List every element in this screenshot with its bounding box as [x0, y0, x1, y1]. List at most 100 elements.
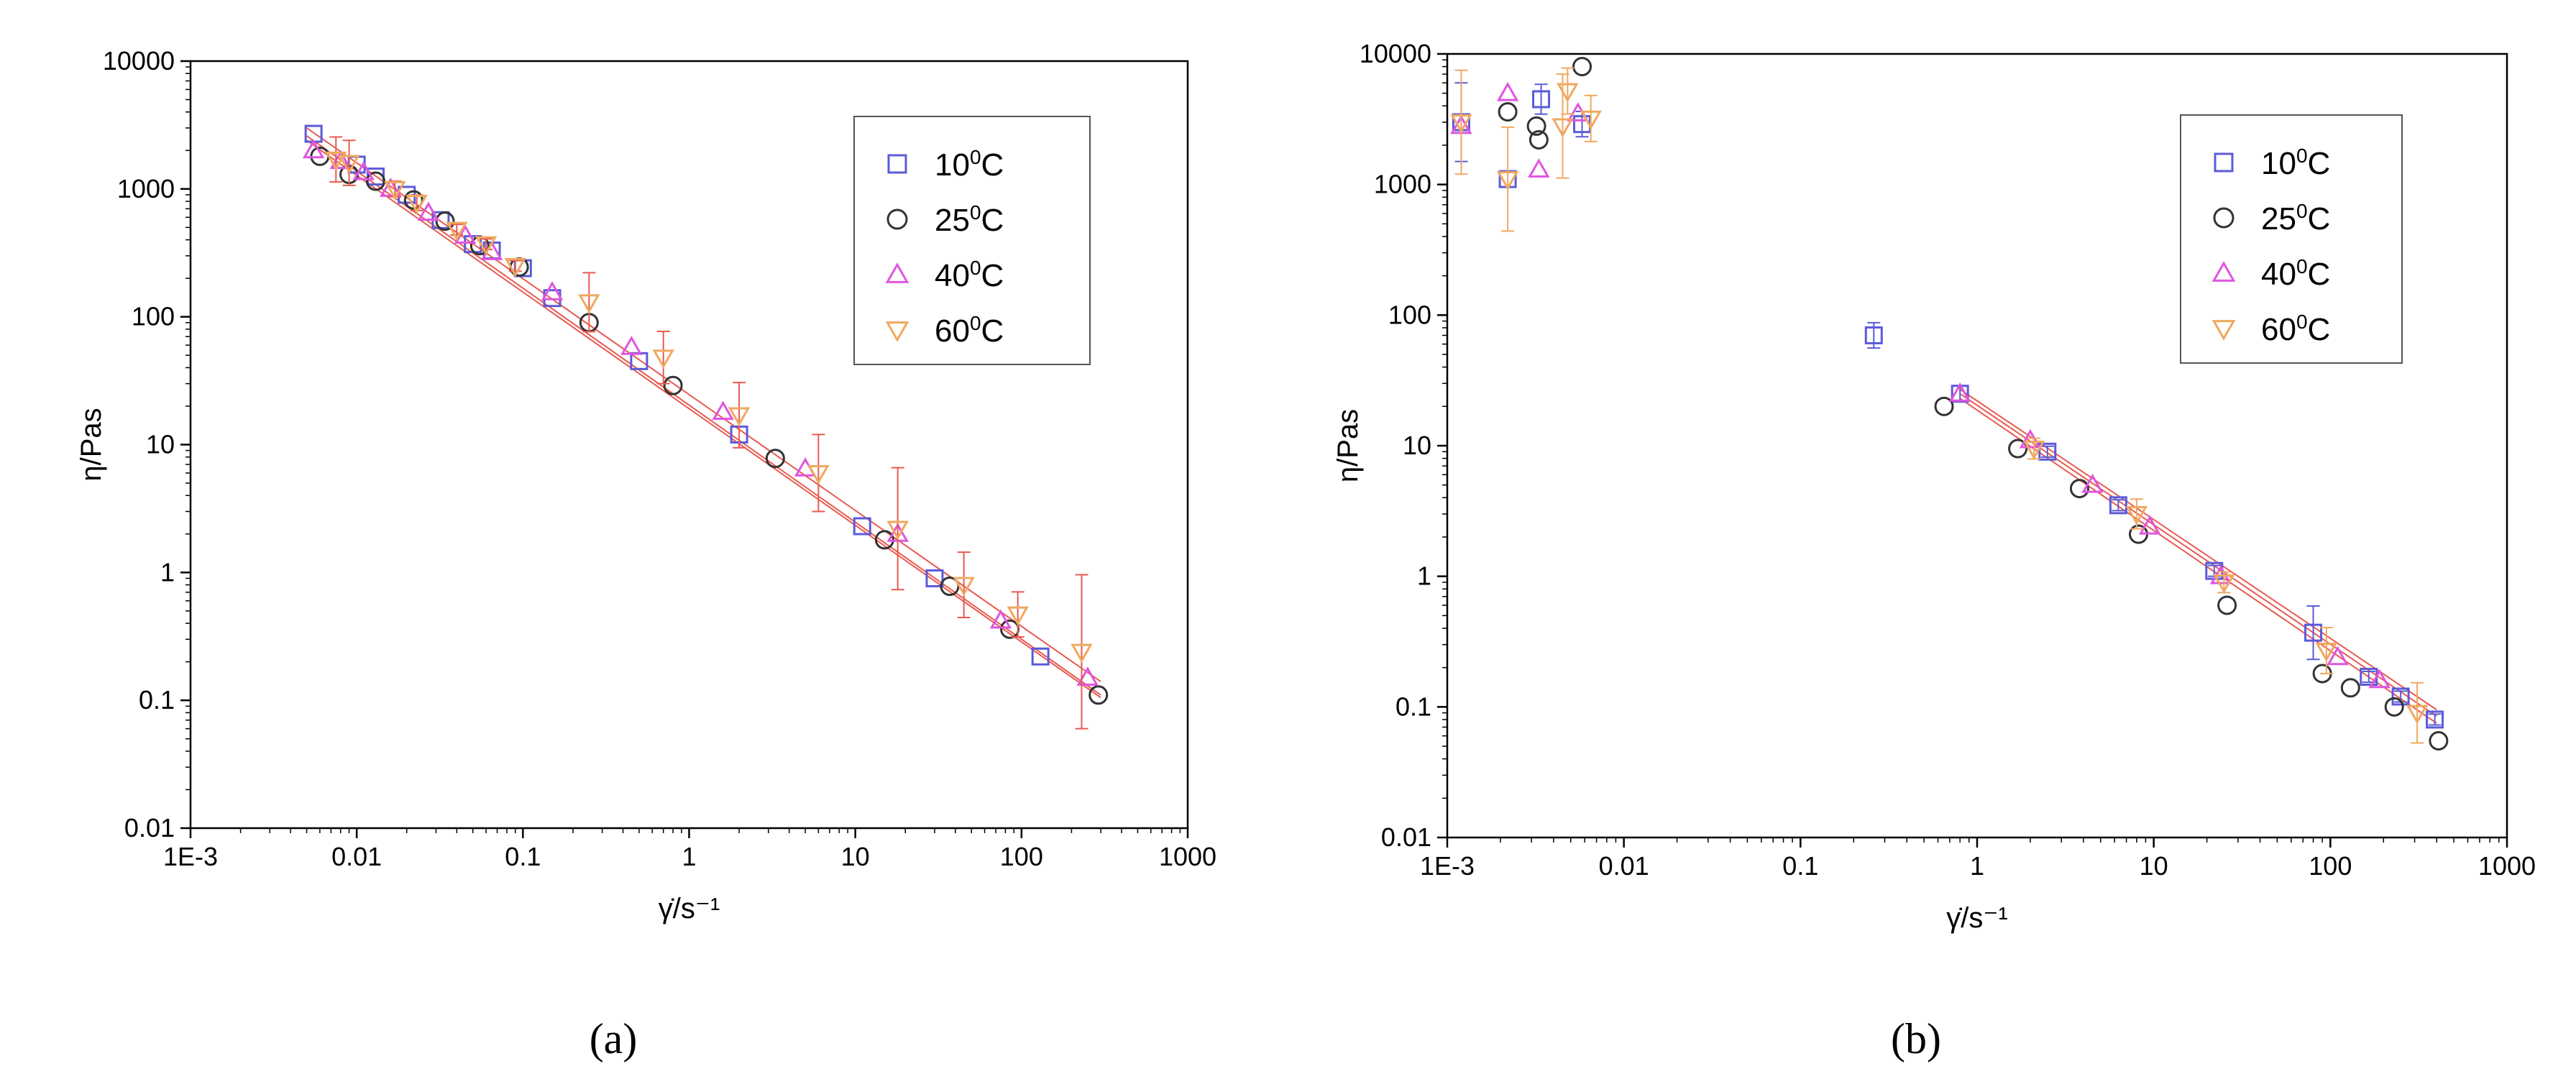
panel-b-data-point: [2315, 642, 2338, 662]
panel-b-data-point: [2327, 646, 2349, 666]
panel-b-y-tick-label: 10000: [1360, 39, 1431, 68]
panel-a-data-point: [853, 517, 871, 536]
panel-a-fit-line: [306, 139, 1101, 699]
panel-b-data-point: [2138, 515, 2161, 535]
panel-a-data-point: [794, 457, 817, 477]
panel-a-data-point: [886, 520, 909, 541]
panel-b-x-tick-label: 0.1: [1782, 851, 1818, 881]
panel-a-data-point: [475, 236, 498, 256]
panel-b-x-tick-label: 1: [1970, 851, 1984, 881]
panel-a-y-tick-label: 10000: [103, 46, 175, 75]
panel-a-legend-marker: [886, 208, 908, 230]
panel-b-legend-label: 250C: [2261, 200, 2330, 237]
panel-a-y-tick-label: 1: [160, 557, 175, 587]
panel-a-x-tick-label: 100: [1000, 842, 1043, 871]
panel-a-data-point: [712, 400, 734, 421]
panel-b-data-point: [2019, 428, 2042, 449]
panel-b-data-point: [2081, 474, 2104, 493]
panel-a-x-tick-label: 1E-3: [163, 842, 218, 871]
panel-a-data-point: [352, 160, 375, 180]
panel-b-label: (b): [1891, 1015, 1941, 1062]
panel-b-data-point: [2384, 697, 2404, 717]
panel-b-data-point: [2213, 574, 2235, 594]
panel-a-data-point: [541, 281, 564, 300]
panel-a-x-tick-label: 0.01: [331, 842, 382, 871]
panel-a-x-tick-label: 10: [841, 842, 870, 871]
panel-a-data-point: [403, 190, 423, 210]
panel-b-data-point: [2038, 442, 2057, 461]
panel-b-data-point: [2304, 623, 2323, 642]
panel-b-y-tick-label: 1000: [1374, 170, 1431, 199]
panel-a-y-tick-label: 0.1: [139, 685, 175, 715]
panel-b-data-point: [1450, 114, 1472, 134]
panel-a-x-axis-label: γ̇/s⁻¹: [659, 893, 720, 924]
panel-b-data-point: [1528, 129, 1549, 150]
panel-a-legend-marker: [885, 321, 909, 342]
panel-a-data-point: [435, 211, 455, 231]
panel-b-data-point: [2426, 710, 2444, 729]
panel-b-data-point: [2406, 704, 2429, 725]
panel-b-data-point: [1551, 118, 1574, 138]
panel-b-data-point: [2368, 669, 2391, 689]
panel-b-data-point: [1532, 90, 1551, 109]
panel-b-y-tick-label: 1: [1417, 561, 1431, 591]
panel-b-data-point: [1528, 158, 1550, 178]
panel-a-data-point: [652, 349, 674, 370]
panel-a-data-point: [1007, 606, 1029, 626]
panel-b-legend-marker: [2211, 320, 2236, 341]
panel-a-x-tick-label: 0.1: [505, 842, 541, 871]
panel-b-fit-line: [1959, 388, 2437, 711]
panel-b-legend-marker: [2213, 207, 2234, 229]
panel-a-data-point: [504, 257, 526, 277]
panel-a-y-axis-label: η/Pas: [75, 408, 107, 481]
panel-a-chart: 1E-3 0.01 0.1 1 10 100 10000.010.1110100100010…: [75, 46, 1216, 924]
panel-a-data-point: [925, 569, 944, 587]
panel-a-data-point: [989, 609, 1012, 629]
panel-a-data-point: [728, 407, 751, 427]
panel-b-legend-label: 100C: [2261, 144, 2330, 181]
panel-a-y-tick-label: 10: [146, 430, 175, 459]
panel-a-y-tick-label: 0.01: [124, 813, 175, 843]
panel-b-y-tick-label: 0.01: [1381, 822, 1431, 852]
panel-b-data-point: [1526, 116, 1546, 136]
panel-a-label: (a): [590, 1015, 638, 1062]
panel-b-x-tick-label: 0.01: [1599, 851, 1649, 881]
panel-b-data-point: [2008, 439, 2028, 459]
panel-b-y-tick-label: 0.1: [1395, 692, 1431, 721]
panel-b-data-point: [1864, 326, 1883, 344]
panel-b-data-point: [1496, 171, 1519, 191]
panel-b-data-point: [1934, 396, 1954, 416]
panel-a-legend-label: 400C: [935, 257, 1004, 293]
panel-a-legend-label: 250C: [935, 201, 1004, 238]
panel-b-legend-label: 400C: [2261, 255, 2330, 292]
panel-a-data-point: [1031, 647, 1050, 666]
panel-a-x-tick-label: 1: [682, 842, 696, 871]
panel-b-data-point: [2429, 731, 2449, 751]
panel-b-legend-marker: [2211, 261, 2236, 282]
panel-b-legend-label: 600C: [2261, 311, 2330, 347]
panel-b-x-tick-label: 100: [2309, 851, 2352, 881]
panel-a-x-tick-label: 1000: [1159, 842, 1216, 871]
panel-b-data-point: [2340, 678, 2360, 698]
panel-b-data-point: [2022, 441, 2045, 460]
panel-a-data-point: [1088, 685, 1109, 705]
panel-b-chart: 1E-3 0.01 0.1 1 10 100 10000.010.1110100100010…: [1332, 39, 2536, 934]
panel-b-data-point: [1498, 102, 1518, 122]
panel-b-x-axis-label: γ̇/s⁻¹: [1946, 902, 2008, 934]
panel-a-legend-label: 100C: [935, 146, 1004, 183]
panel-b-legend-marker: [2214, 152, 2234, 173]
panel-a-legend-label: 600C: [935, 312, 1004, 349]
panel-a-y-tick-label: 100: [132, 302, 175, 331]
panel-a-data-point: [807, 464, 830, 485]
panel-b-x-tick-label: 10: [2140, 851, 2168, 881]
panel-a-data-point: [1076, 666, 1099, 686]
panel-b-x-tick-label: 1000: [2478, 851, 2536, 881]
panel-a-data-point: [302, 139, 325, 159]
panel-a-data-point: [384, 180, 406, 201]
panel-a-data-point: [1071, 643, 1093, 664]
panel-b-data-point: [2217, 595, 2237, 615]
panel-b-y-tick-label: 10: [1403, 431, 1431, 460]
panel-b-data-point: [1572, 57, 1592, 77]
panel-a-legend-marker: [887, 154, 907, 174]
